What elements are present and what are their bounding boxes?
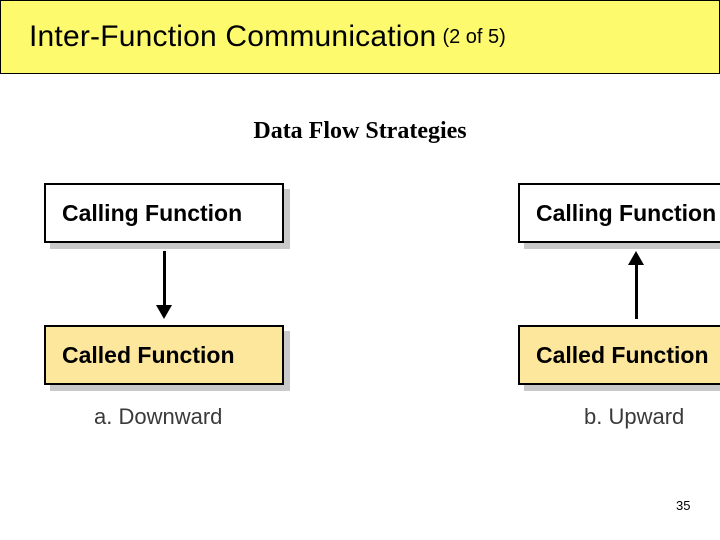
box-label: Calling Function xyxy=(62,200,242,227)
slide: Inter-Function Communication (2 of 5) Da… xyxy=(0,0,720,540)
caption-right: b. Upward xyxy=(584,404,684,430)
box-label: Calling Function xyxy=(536,200,716,227)
page-number: 35 xyxy=(676,498,690,513)
arrow-line-left xyxy=(163,251,166,307)
slide-title: Inter-Function Communication xyxy=(29,20,436,54)
arrow-head-down-icon xyxy=(156,305,172,319)
box-label: Called Function xyxy=(62,342,235,369)
called-function-box-right: Called Function xyxy=(518,325,720,385)
arrow-line-right xyxy=(635,263,638,319)
title-bar: Inter-Function Communication (2 of 5) xyxy=(0,0,720,74)
called-function-box-left: Called Function xyxy=(44,325,284,385)
slide-page-indicator: (2 of 5) xyxy=(442,26,505,49)
calling-function-box-left: Calling Function xyxy=(44,183,284,243)
caption-left: a. Downward xyxy=(94,404,222,430)
calling-function-box-right: Calling Function xyxy=(518,183,720,243)
box-label: Called Function xyxy=(536,342,709,369)
slide-subtitle: Data Flow Strategies xyxy=(0,118,720,145)
